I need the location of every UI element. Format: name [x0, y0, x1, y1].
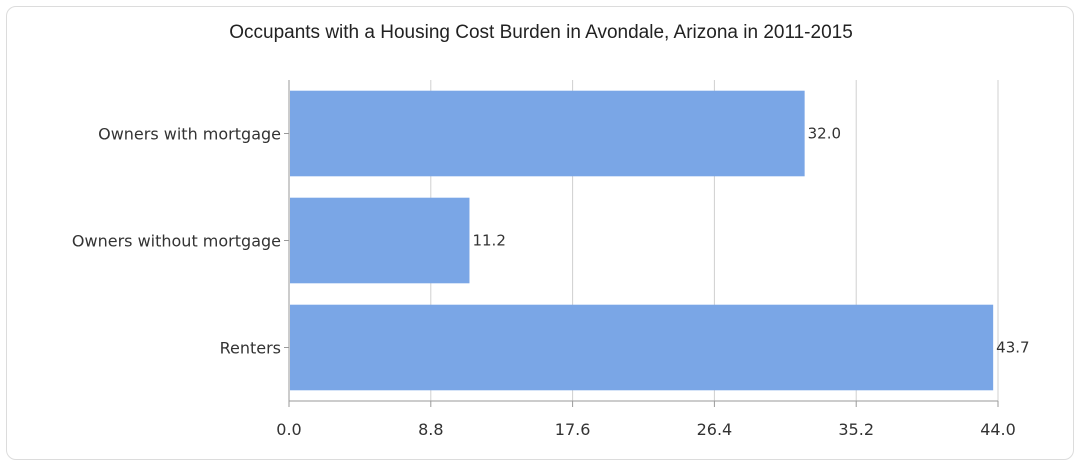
- value-label: 32.0: [808, 125, 841, 143]
- x-tick-label: 0.0: [276, 420, 301, 439]
- x-tick-label: 35.2: [838, 420, 874, 439]
- value-label: 43.7: [996, 339, 1029, 357]
- bar: [290, 90, 805, 177]
- category-label: Renters: [220, 339, 281, 358]
- axes: [284, 80, 999, 407]
- x-tick-label: 8.8: [418, 420, 443, 439]
- x-tick-label: 26.4: [697, 420, 733, 439]
- value-label: 11.2: [472, 232, 505, 250]
- bar: [290, 304, 994, 391]
- bar: [290, 197, 470, 284]
- x-tick-label: 44.0: [980, 420, 1016, 439]
- chart-title: Occupants with a Housing Cost Burden in …: [229, 22, 853, 43]
- category-label: Owners with mortgage: [98, 125, 281, 144]
- bars: [290, 90, 994, 391]
- category-label: Owners without mortgage: [72, 232, 281, 251]
- labels: 0.0 8.8 17.6 26.4 35.2 44.0 Owners with mortga…: [72, 125, 1030, 440]
- x-tick-label: 17.6: [555, 420, 591, 439]
